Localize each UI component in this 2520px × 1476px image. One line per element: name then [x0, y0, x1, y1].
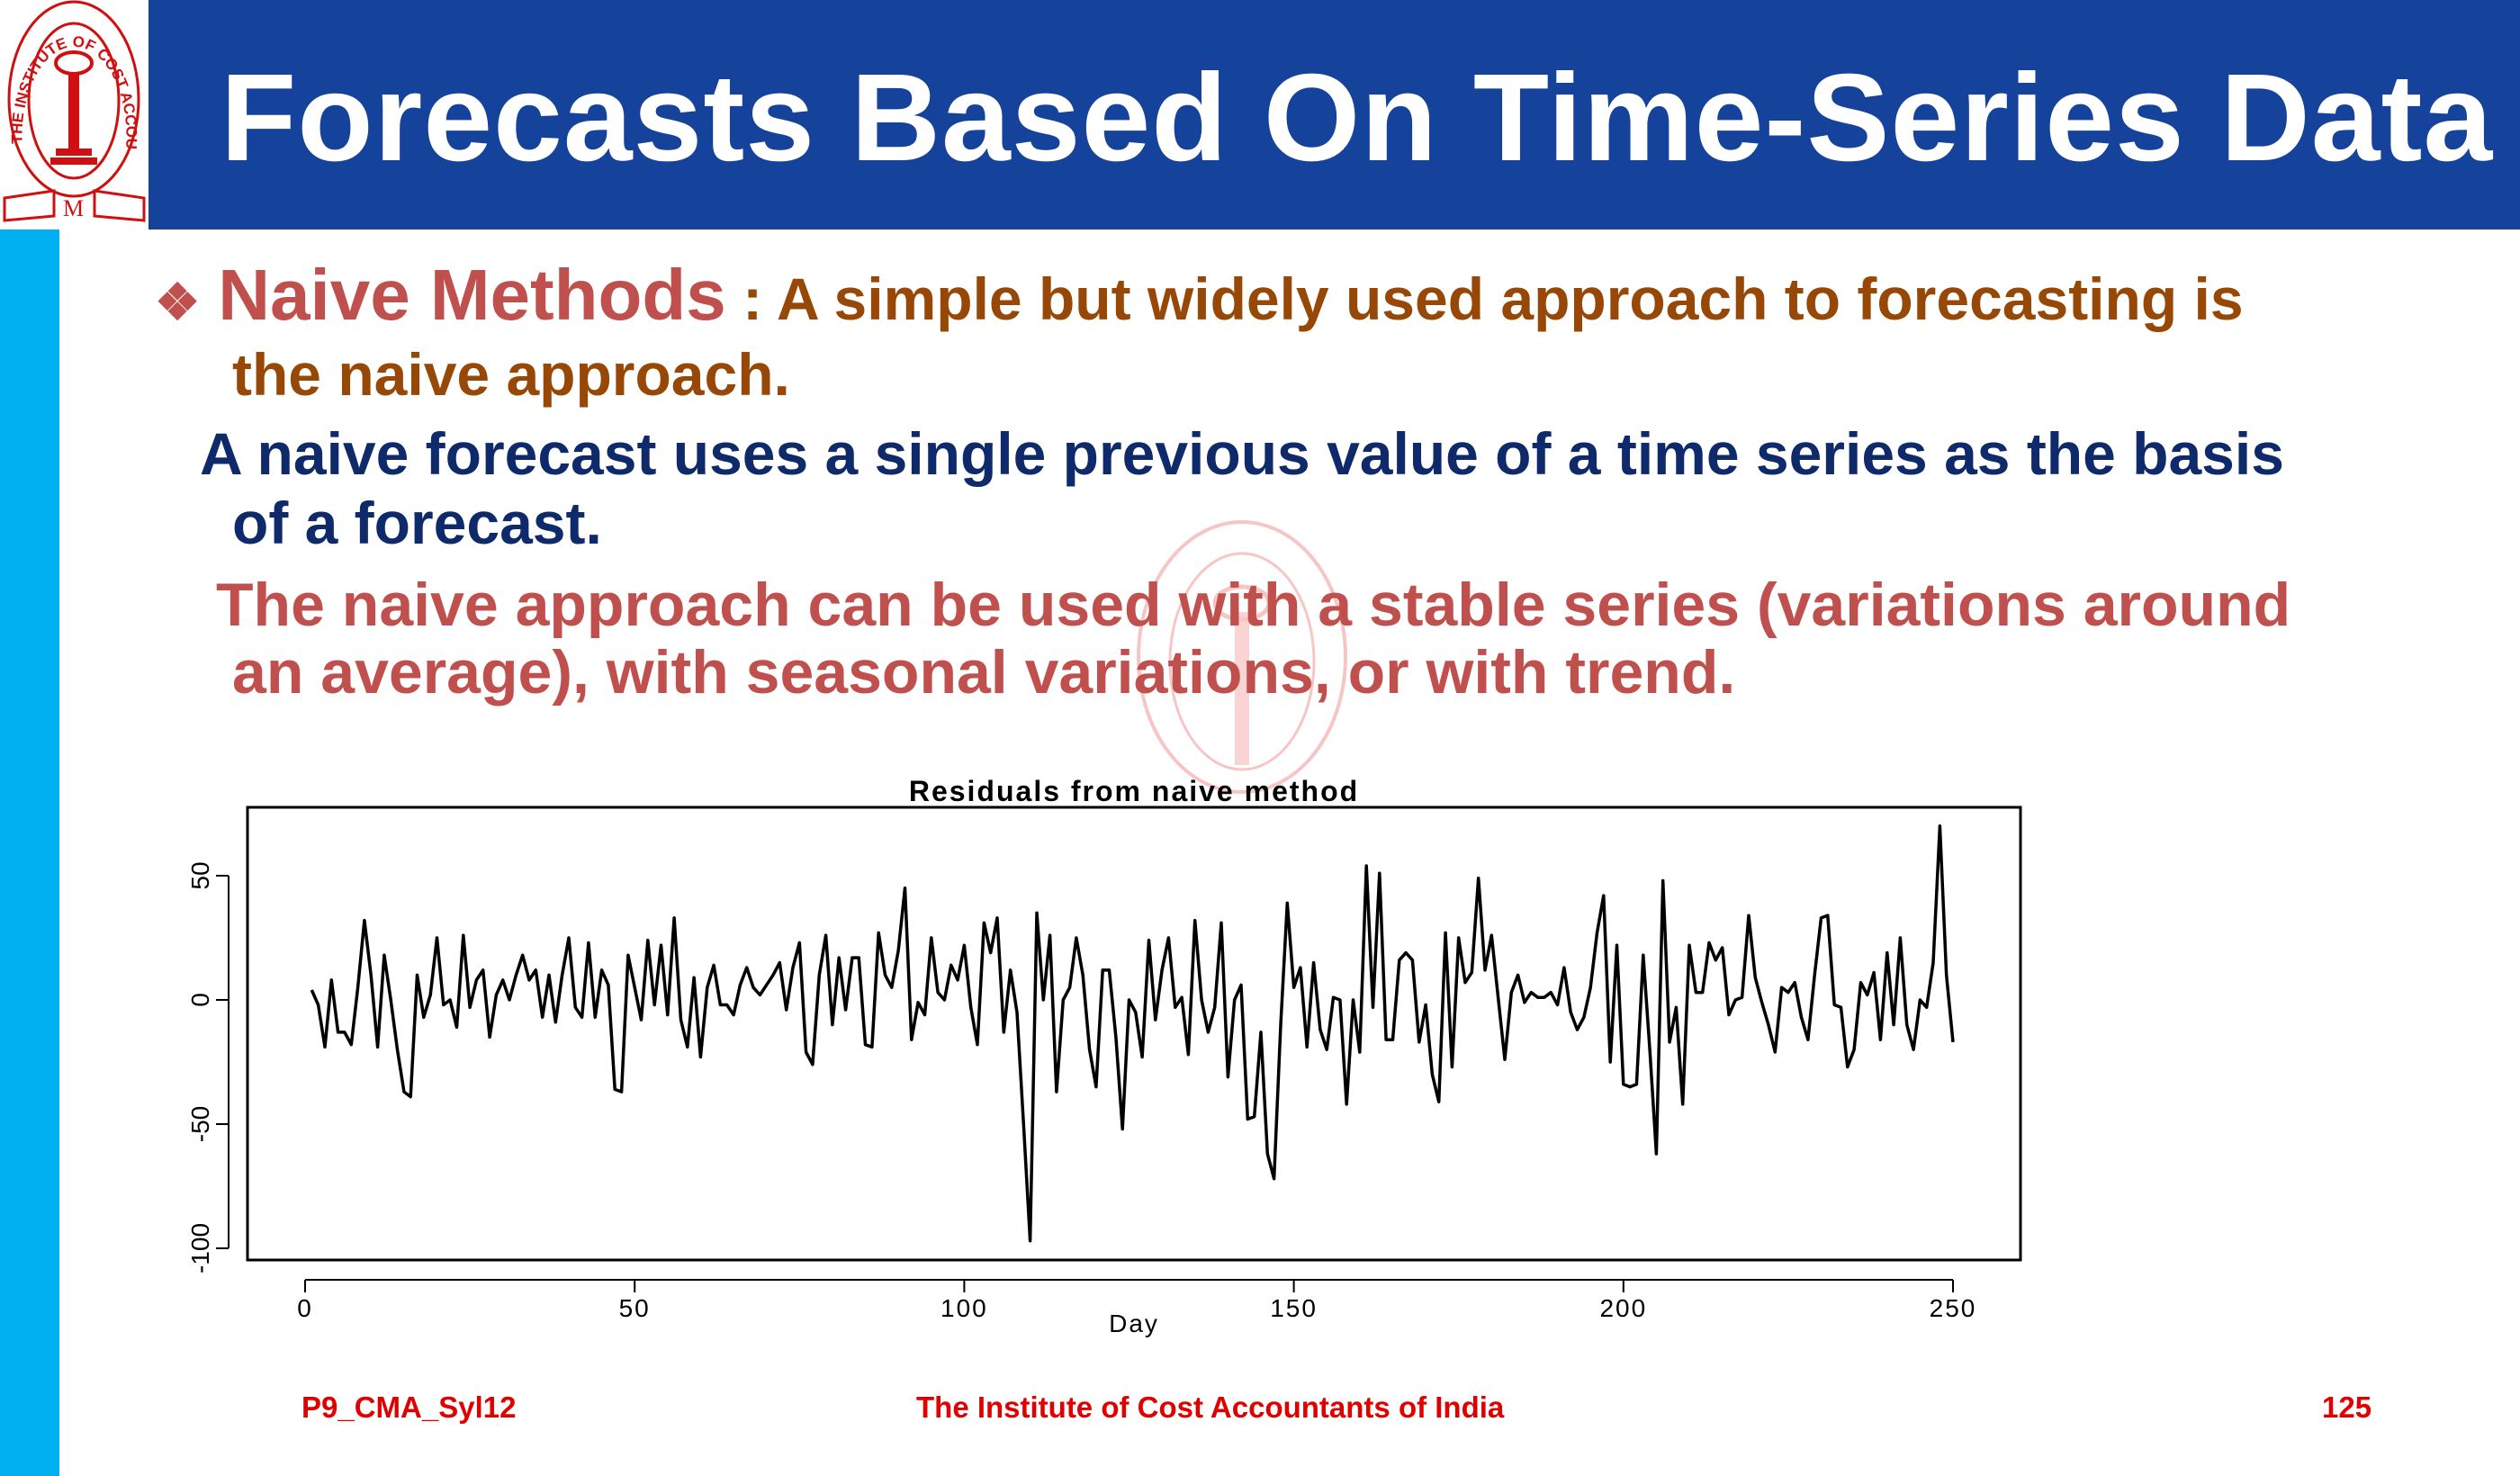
naive-forecast-definition: A naive forecast uses a single previous …	[200, 420, 2284, 487]
slide-title: Forecasts Based On Time-Series Data	[220, 49, 2494, 187]
naive-approach-usage-cont: an average), with seasonal variations, o…	[232, 638, 1736, 706]
x-axis-label: Day	[1109, 1310, 1159, 1337]
title-bar: Forecasts Based On Time-Series Data	[148, 0, 2520, 230]
x-tick-label: 150	[1270, 1294, 1318, 1322]
footer-institute: The Institute of Cost Accountants of Ind…	[916, 1390, 1505, 1424]
plot-frame	[246, 806, 2022, 1262]
institute-logo: THE INSTITUTE OF COST ACCOUNTANTS OF IND…	[0, 0, 148, 230]
x-tick-label: 50	[619, 1294, 651, 1322]
residuals-chart: Residuals from naive method 0 50 100 150 200…	[186, 775, 2022, 1337]
y-tick-label: -100	[186, 1223, 214, 1274]
y-tick-label: 50	[186, 861, 214, 889]
heading-description-cont: the naive approach.	[232, 341, 790, 408]
y-tick-label: -50	[186, 1106, 214, 1142]
x-tick-label: 250	[1930, 1294, 1977, 1322]
diamond-bullet-icon: ❖	[155, 274, 201, 330]
naive-forecast-definition-cont: of a forecast.	[232, 490, 602, 556]
seal-watermark-icon	[1125, 513, 1359, 801]
svg-text:M: M	[63, 195, 84, 221]
x-tick-label: 100	[940, 1294, 988, 1322]
x-tick-label: 200	[1599, 1294, 1647, 1322]
naive-methods-line: ❖ Naive Methods : A simple but widely use…	[155, 254, 2244, 337]
residual-series-line	[310, 824, 1955, 1243]
heading-description: : A simple but widely used approach to f…	[725, 266, 2244, 332]
footer-page-number: 125	[2322, 1390, 2372, 1424]
x-tick-label: 0	[297, 1294, 313, 1322]
footer-course-code: P9_CMA_Syl12	[302, 1390, 517, 1424]
section-heading: Naive Methods	[218, 255, 726, 335]
naive-approach-usage: The naive approach can be used with a st…	[216, 571, 2291, 639]
y-tick-label: 0	[186, 993, 214, 1007]
chart-title: Residuals from naive method	[909, 775, 1359, 807]
left-accent-bar	[0, 230, 59, 1476]
